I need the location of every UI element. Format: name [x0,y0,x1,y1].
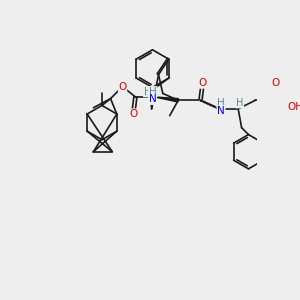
Text: O: O [198,78,206,88]
Text: O: O [272,78,280,88]
Text: N: N [149,94,156,104]
Text: O: O [130,109,138,119]
Text: OH: OH [288,102,300,112]
Text: H: H [217,98,225,108]
Text: N: N [217,106,225,116]
Text: H: H [236,98,244,108]
Polygon shape [154,97,178,102]
Text: N: N [150,87,157,97]
Text: H: H [149,87,156,97]
Text: O: O [118,82,127,92]
Text: H: H [143,87,151,97]
